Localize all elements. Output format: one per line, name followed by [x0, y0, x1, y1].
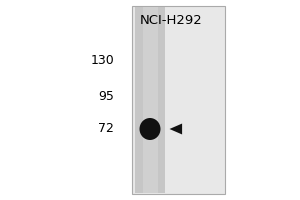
Bar [135, 7, 165, 193]
Polygon shape [169, 124, 182, 134]
Text: 95: 95 [98, 90, 114, 102]
Ellipse shape [140, 118, 160, 140]
Text: NCI-H292: NCI-H292 [140, 14, 202, 26]
Text: 72: 72 [98, 122, 114, 136]
Bar [132, 6, 225, 194]
Text: 130: 130 [90, 53, 114, 66]
Bar [142, 7, 158, 193]
